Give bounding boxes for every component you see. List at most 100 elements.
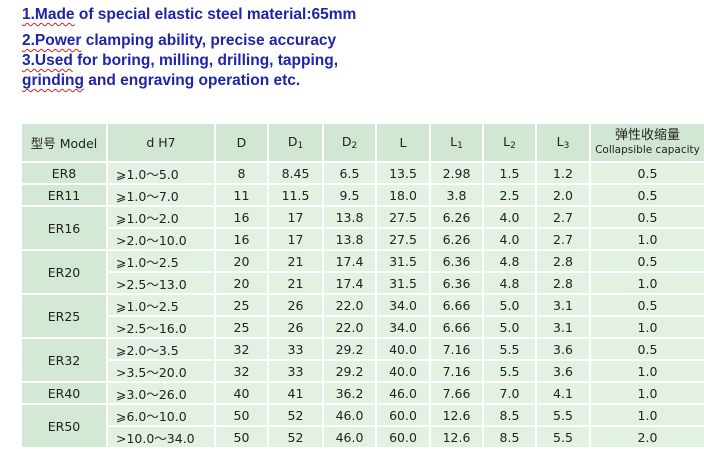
model-cell: ER20 <box>20 249 108 295</box>
l3-cell: 3.1 <box>535 315 591 339</box>
l1-cell: 6.36 <box>429 271 484 295</box>
table-row: ER50 ⩾6.0～10.0 50 52 46.0 60.0 12.6 8.5 5.5 1.0 <box>20 403 704 449</box>
d2-cell: 22.0 <box>322 315 377 339</box>
d-cell: 16 <box>214 227 269 251</box>
l1-cell: 6.66 <box>429 315 484 339</box>
l1-cell: 6.66 <box>429 293 484 317</box>
d1-cell: 21 <box>267 249 324 273</box>
intro-line-2: 2.Power clamping ability, precise accura… <box>22 31 682 51</box>
model-cell: ER40 <box>20 381 108 405</box>
d2-cell: 29.2 <box>322 337 377 361</box>
d-cell: 16 <box>214 205 269 229</box>
dh7-cell: ⩾1.0～2.5 <box>106 293 216 317</box>
dh7-cell: ⩾1.0～2.0 <box>106 205 216 229</box>
d2-cell: 46.0 <box>322 403 377 427</box>
l2-cell: 1.5 <box>482 161 537 185</box>
l1-cell: 6.36 <box>429 249 484 273</box>
intro-line-3-rest: for boring, milling, drilling, tapping, <box>72 52 339 69</box>
dh7-cell: ⩾1.0～5.0 <box>106 161 216 185</box>
d2-cell: 29.2 <box>322 359 377 383</box>
l3-cell: 4.1 <box>535 381 591 405</box>
header-collapsible-capacity: 弹性收缩量 Collapsible capacity <box>589 122 704 163</box>
d-cell: 8 <box>214 161 269 185</box>
d2-cell: 46.0 <box>322 425 377 449</box>
d2-cell: 6.5 <box>322 161 377 185</box>
dh7-cell: >2.5～13.0 <box>106 271 216 295</box>
l-cell: 27.5 <box>375 205 431 229</box>
dh7-cell: ⩾6.0～10.0 <box>106 403 216 427</box>
dh7-cell: >2.0～10.0 <box>106 227 216 251</box>
d2-cell: 36.2 <box>322 381 377 405</box>
l1-cell: 2.98 <box>429 161 484 185</box>
l2-cell: 5.5 <box>482 337 537 361</box>
d1-cell: 17 <box>267 205 324 229</box>
l-cell: 40.0 <box>375 359 431 383</box>
capacity-cell: 1.0 <box>589 359 704 383</box>
l-cell: 13.5 <box>375 161 431 185</box>
table-row: ER11 ⩾1.0～7.0 11 11.5 9.5 18.0 3.8 2.5 2.0 0.5 <box>20 183 704 207</box>
l-cell: 40.0 <box>375 337 431 361</box>
l-cell: 18.0 <box>375 183 431 207</box>
header-l3-base: L <box>556 134 564 149</box>
capacity-cell: 0.5 <box>589 183 704 207</box>
header-d2-base: D <box>341 134 352 149</box>
table-row: ER8 ⩾1.0～5.0 8 8.45 6.5 13.5 2.98 1.5 1.2 0.5 <box>20 161 704 185</box>
model-cell: ER16 <box>20 205 108 251</box>
d-cell: 25 <box>214 315 269 339</box>
capacity-cell: 0.5 <box>589 205 704 229</box>
intro-line-1-rest: of special elastic steel material:65mm <box>74 6 357 23</box>
l3-cell: 2.0 <box>535 183 591 207</box>
l-cell: 31.5 <box>375 249 431 273</box>
spec-table: 型号 Model d H7 D D1 D2 L L1 L2 L3 弹性收缩量 Co… <box>20 122 704 449</box>
d1-cell: 52 <box>267 425 324 449</box>
dh7-cell: ⩾2.0～3.5 <box>106 337 216 361</box>
d1-cell: 26 <box>267 293 324 317</box>
l-cell: 46.0 <box>375 381 431 405</box>
header-l2-sub: 2 <box>510 141 516 151</box>
model-cell: ER50 <box>20 403 108 449</box>
l1-cell: 7.66 <box>429 381 484 405</box>
header-l: L <box>375 122 431 163</box>
l-cell: 60.0 <box>375 425 431 449</box>
capacity-cell: 0.5 <box>589 337 704 361</box>
header-l3: L3 <box>535 122 591 163</box>
d1-cell: 8.45 <box>267 161 324 185</box>
intro-text: 1.Made of special elastic steel material… <box>22 5 682 91</box>
header-d2: D2 <box>322 122 377 163</box>
intro-line-2-rest: clamping ability, precise accuracy <box>81 32 337 49</box>
l3-cell: 2.8 <box>535 249 591 273</box>
table-row: ER40 ⩾3.0～26.0 40 41 36.2 46.0 7.66 7.0 4.1 1.0 <box>20 381 704 405</box>
table-body: ER8 ⩾1.0～5.0 8 8.45 6.5 13.5 2.98 1.5 1.2 0.5 ER11… <box>20 161 704 449</box>
l-cell: 27.5 <box>375 227 431 251</box>
l2-cell: 4.8 <box>482 249 537 273</box>
l1-cell: 3.8 <box>429 183 484 207</box>
l2-cell: 7.0 <box>482 381 537 405</box>
dh7-cell: >2.5～16.0 <box>106 315 216 339</box>
capacity-cell: 1.0 <box>589 315 704 339</box>
header-collapsible-en: Collapsible capacity <box>595 144 700 156</box>
header-l1-sub: 1 <box>457 141 463 151</box>
l1-cell: 7.16 <box>429 337 484 361</box>
intro-line-1: 1.Made of special elastic steel material… <box>22 5 682 25</box>
table-row: >3.5～20.0 32 33 29.2 40.0 7.16 5.5 3.6 1.0 <box>21 359 704 383</box>
l3-cell: 3.1 <box>535 293 591 317</box>
l1-cell: 6.26 <box>429 227 484 251</box>
intro-line-4: grinding and engraving operation etc. <box>22 71 682 91</box>
header-model: 型号 Model <box>20 122 108 163</box>
d2-cell: 22.0 <box>322 293 377 317</box>
l1-cell: 12.6 <box>429 425 484 449</box>
model-cell: ER8 <box>20 161 108 185</box>
header-l1-base: L <box>450 134 458 149</box>
d1-cell: 21 <box>267 271 324 295</box>
d-cell: 11 <box>214 183 269 207</box>
d-cell: 50 <box>214 403 269 427</box>
d2-cell: 17.4 <box>322 249 377 273</box>
intro-line-1-lead: 1.Made <box>22 6 75 23</box>
d-cell: 32 <box>214 359 269 383</box>
d-cell: 20 <box>214 271 269 295</box>
capacity-cell: 0.5 <box>589 293 704 317</box>
table-row: >10.0～34.0 50 52 46.0 60.0 12.6 8.5 5.5 2.0 <box>21 425 704 449</box>
header-l2-base: L <box>503 134 511 149</box>
d2-cell: 13.8 <box>322 205 377 229</box>
capacity-cell: 2.0 <box>589 425 704 449</box>
